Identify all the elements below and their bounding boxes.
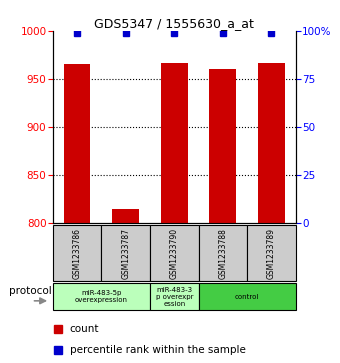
Text: control: control: [235, 294, 259, 300]
Bar: [150, 283, 199, 310]
Bar: [53, 225, 101, 281]
Bar: [199, 225, 247, 281]
Text: GSM1233790: GSM1233790: [170, 228, 179, 279]
Text: GSM1233788: GSM1233788: [218, 228, 227, 279]
Bar: [258, 62, 285, 223]
Bar: [150, 225, 199, 281]
Bar: [53, 283, 150, 310]
Bar: [199, 283, 296, 310]
Text: miR-483-5p
overexpression: miR-483-5p overexpression: [75, 290, 128, 303]
Text: protocol: protocol: [10, 286, 52, 296]
Text: percentile rank within the sample: percentile rank within the sample: [70, 345, 245, 355]
Bar: [247, 225, 296, 281]
Bar: [161, 62, 188, 223]
Text: GSM1233789: GSM1233789: [267, 228, 276, 279]
Text: count: count: [70, 324, 99, 334]
Text: miR-483-3
p overexpr
ession: miR-483-3 p overexpr ession: [155, 287, 193, 307]
Title: GDS5347 / 1555630_a_at: GDS5347 / 1555630_a_at: [94, 17, 254, 30]
Bar: [209, 69, 236, 223]
Bar: [64, 64, 90, 223]
Text: GSM1233786: GSM1233786: [72, 228, 82, 279]
Bar: [101, 225, 150, 281]
Text: GSM1233787: GSM1233787: [121, 228, 130, 279]
Bar: [112, 209, 139, 223]
